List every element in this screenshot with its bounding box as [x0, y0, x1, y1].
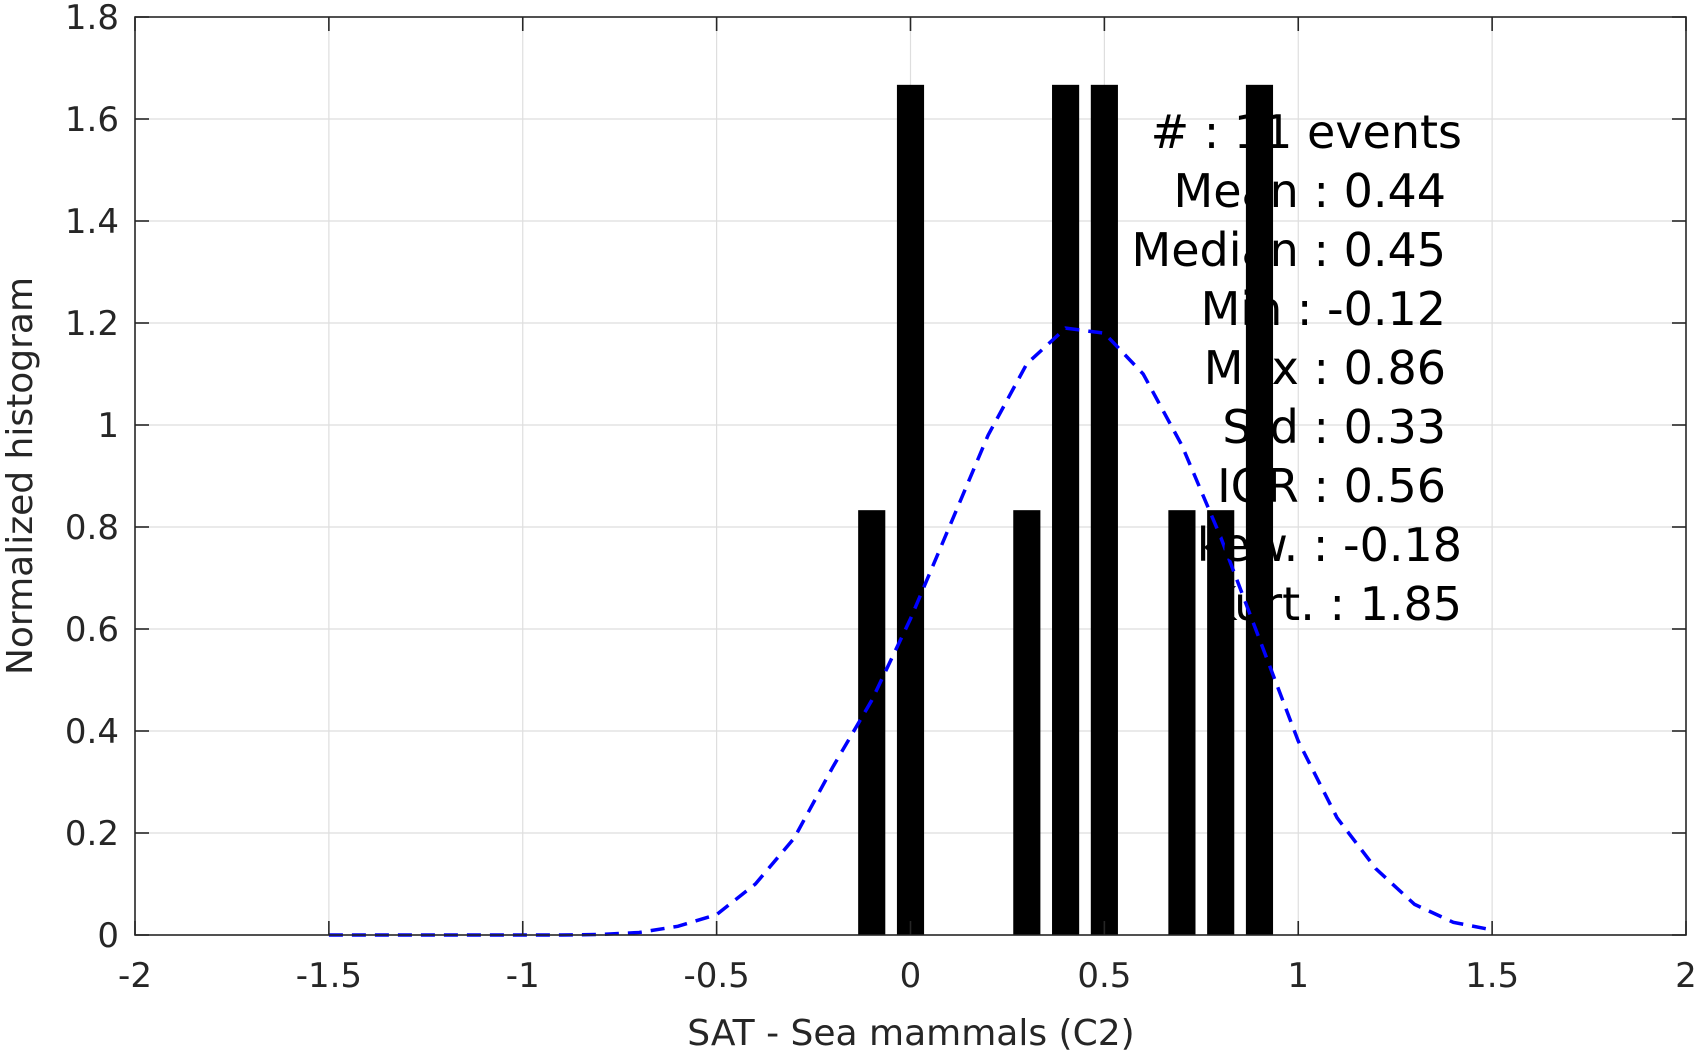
- x-tick-label: 2: [1675, 956, 1697, 996]
- y-tick-label: 0.2: [65, 814, 119, 854]
- y-tick-label: 0.6: [65, 610, 119, 650]
- x-axis-label: SAT - Sea mammals (C2): [687, 1013, 1134, 1053]
- histogram-bar: [1207, 510, 1235, 935]
- histogram-bars: [858, 84, 1274, 935]
- axes: [134, 16, 1687, 936]
- tick-labels: -2 -1.5 -1 -0.5 0 0.5 1 1.5 2 0 0.2 0.4 0.6 0.8 1 1.2 1.…: [65, 0, 1697, 996]
- x-tick-label: 0.5: [1077, 956, 1131, 996]
- histogram-bar: [1013, 510, 1041, 935]
- x-tick-label: -1.5: [296, 956, 362, 996]
- histogram-bar: [1245, 84, 1274, 935]
- y-tick-label: 0: [97, 916, 119, 956]
- x-tick-label: -2: [118, 956, 152, 996]
- histogram-bar: [858, 510, 886, 935]
- y-tick-label: 0.4: [65, 712, 119, 752]
- histogram-bar: [1168, 510, 1196, 935]
- x-tick-label: -0.5: [683, 956, 749, 996]
- x-tick-label: 0: [900, 956, 922, 996]
- stat-line: IQR : 0.56: [1217, 459, 1446, 513]
- x-tick-label: 1: [1287, 956, 1309, 996]
- stat-line: Skew. : -0.18: [1168, 518, 1462, 572]
- stat-line: Median : 0.45: [1132, 223, 1446, 277]
- y-tick-label: 1.6: [65, 100, 119, 140]
- y-tick-label: 1.8: [65, 0, 119, 38]
- y-tick-label: 1.2: [65, 304, 119, 344]
- histogram-bar: [1090, 84, 1118, 935]
- x-tick-label: -1: [506, 956, 540, 996]
- stat-line: # : 11 events: [1151, 105, 1462, 159]
- histogram-bar: [896, 84, 925, 935]
- y-tick-label: 0.8: [65, 508, 119, 548]
- stat-line: Std : 0.33: [1222, 400, 1446, 454]
- histogram-bar: [1052, 84, 1080, 935]
- y-tick-label: 1.4: [65, 202, 119, 242]
- stat-line: Min : -0.12: [1201, 282, 1446, 336]
- y-axis-label: Normalized histogram: [0, 277, 41, 675]
- stat-line: Kurt. : 1.85: [1206, 577, 1462, 631]
- stat-line: Mean : 0.44: [1174, 164, 1447, 218]
- stat-line: Max : 0.86: [1204, 341, 1446, 395]
- x-tick-label: 1.5: [1465, 956, 1519, 996]
- y-tick-label: 1: [97, 406, 119, 446]
